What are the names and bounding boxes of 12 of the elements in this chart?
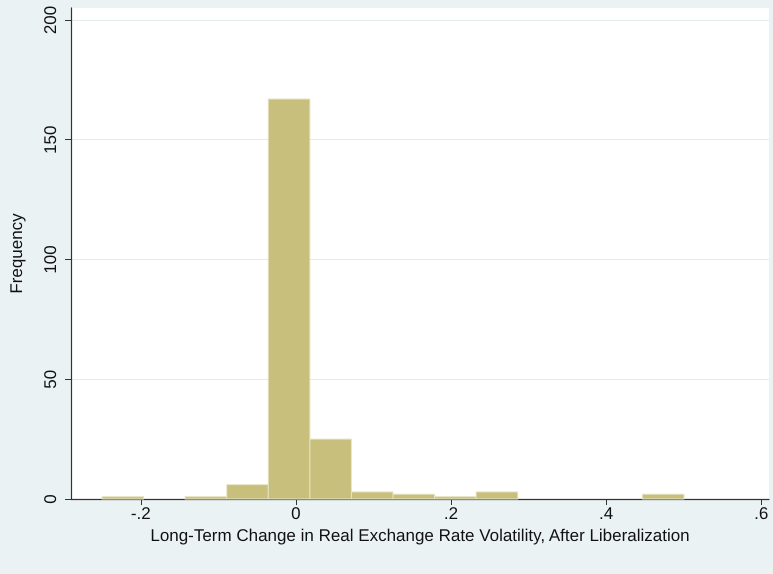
- y-tick-label: 0: [41, 494, 60, 504]
- x-tick-label: .4: [599, 504, 614, 523]
- x-tick-label: .6: [754, 504, 768, 523]
- y-tick-label: 150: [41, 126, 60, 154]
- x-axis-title: Long-Term Change in Real Exchange Rate Volatility, After Liberalization: [150, 526, 690, 545]
- x-tick-label: .2: [444, 504, 458, 523]
- y-tick-label: 200: [41, 6, 60, 34]
- x-tick-label: 0: [291, 504, 301, 523]
- y-tick-label: 50: [41, 370, 60, 389]
- y-axis-title: Frequency: [7, 212, 26, 294]
- x-tick-label: -.2: [130, 504, 151, 523]
- y-tick-label: 100: [41, 245, 60, 274]
